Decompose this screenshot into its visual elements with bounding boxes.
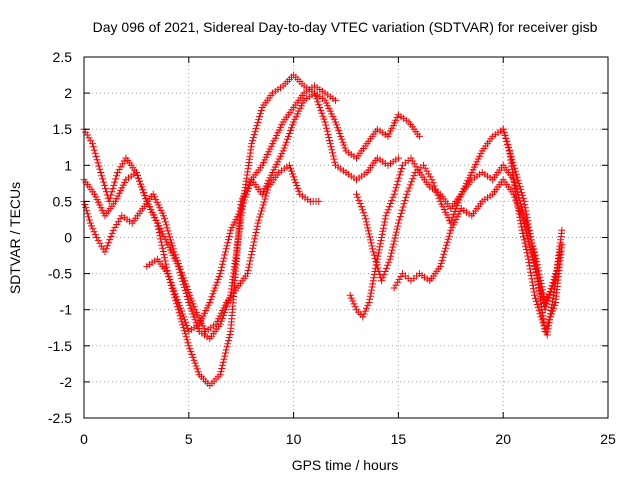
- x-tick-label: 15: [391, 431, 407, 447]
- y-axis-label: SDTVAR / TECUs: [7, 182, 23, 294]
- y-tick-label: -1: [60, 302, 73, 318]
- point-markers: [143, 82, 340, 335]
- x-tick-label: 0: [80, 431, 88, 447]
- x-axis-label: GPS time / hours: [292, 457, 399, 473]
- series-track-8: [499, 125, 564, 339]
- axis-ticks: 0 5 10 15 20 25 -2.5 -2 -1.5 -1 -0.5 0 0.5 1 1.5 2 2.5: [48, 49, 616, 447]
- point-markers: [390, 176, 560, 314]
- y-tick-label: -2: [60, 374, 73, 390]
- y-tick-label: 2: [64, 85, 72, 101]
- y-tick-label: 0.5: [53, 193, 73, 209]
- y-tick-label: 1.5: [53, 121, 73, 137]
- y-tick-label: 1: [64, 157, 72, 173]
- x-tick-label: 5: [185, 431, 193, 447]
- point-markers: [499, 125, 564, 339]
- y-tick-label: -2.5: [48, 410, 72, 426]
- series-track-4: [143, 82, 340, 335]
- y-tick-label: 0: [64, 230, 72, 246]
- x-tick-label: 25: [600, 431, 616, 447]
- x-tick-label: 10: [286, 431, 302, 447]
- chart-title: Day 096 of 2021, Sidereal Day-to-day VTE…: [93, 19, 598, 35]
- y-tick-label: 2.5: [53, 49, 73, 65]
- y-tick-label: -0.5: [48, 266, 72, 282]
- y-tick-label: -1.5: [48, 338, 72, 354]
- series-track-7: [390, 176, 560, 314]
- x-tick-label: 20: [495, 431, 511, 447]
